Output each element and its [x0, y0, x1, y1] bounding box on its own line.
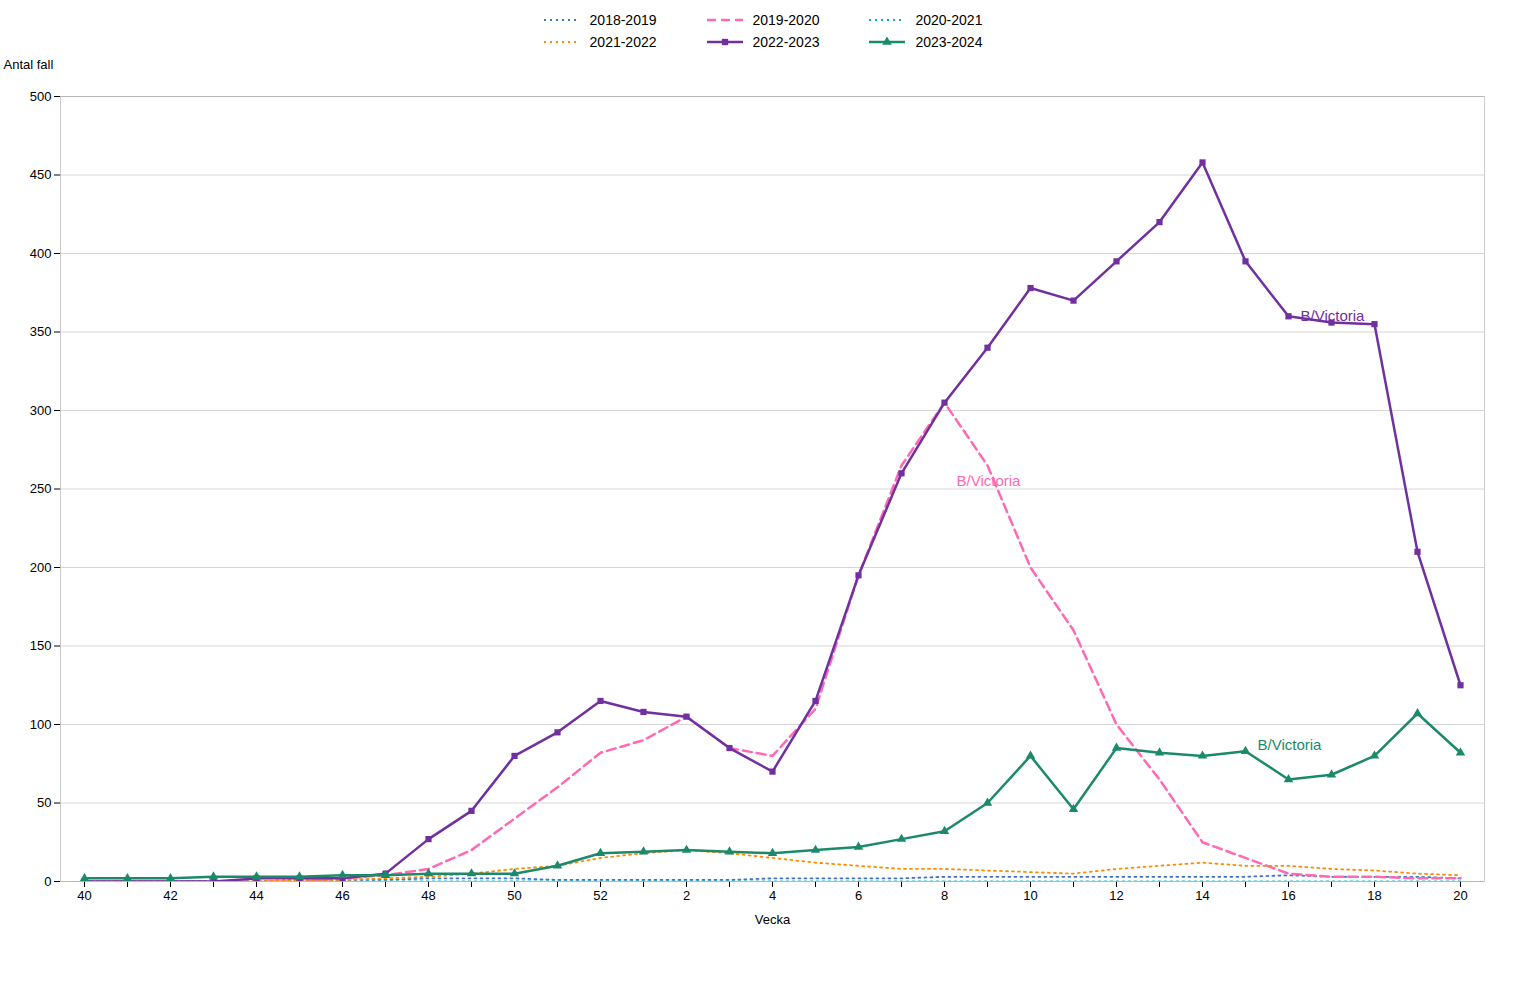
svg-text:14: 14	[1195, 888, 1209, 903]
svg-text:50: 50	[507, 888, 521, 903]
svg-text:Antal fall: Antal fall	[4, 57, 54, 72]
svg-text:0: 0	[44, 874, 51, 889]
html-text:2023-2024: 2023-2024	[915, 34, 983, 50]
svg-text:8: 8	[941, 888, 948, 903]
svg-text:200: 200	[30, 560, 52, 575]
svg-text:6: 6	[855, 888, 862, 903]
svg-text:50: 50	[37, 795, 51, 810]
html-text:2020-2021: 2020-2021	[915, 12, 983, 28]
svg-text:450: 450	[30, 167, 52, 182]
svg-text:B/Victoria: B/Victoria	[1258, 736, 1323, 753]
svg-text:42: 42	[163, 888, 177, 903]
svg-text:400: 400	[30, 246, 52, 261]
svg-text:150: 150	[30, 638, 52, 653]
svg-text:18: 18	[1367, 888, 1381, 903]
svg-text:16: 16	[1281, 888, 1295, 903]
svg-text:10: 10	[1023, 888, 1037, 903]
svg-text:B/Victoria: B/Victoria	[1301, 307, 1366, 324]
svg-text:250: 250	[30, 481, 52, 496]
html-text:2018-2019: 2018-2019	[589, 12, 657, 28]
svg-text:350: 350	[30, 324, 52, 339]
svg-text:12: 12	[1109, 888, 1123, 903]
svg-text:46: 46	[335, 888, 349, 903]
svg-text:500: 500	[30, 89, 52, 104]
svg-text:B/Victoria: B/Victoria	[957, 472, 1022, 489]
svg-text:52: 52	[593, 888, 607, 903]
svg-text:Vecka: Vecka	[755, 912, 791, 927]
svg-text:48: 48	[421, 888, 435, 903]
html-text:2021-2022: 2021-2022	[589, 34, 657, 50]
html-text:2022-2023: 2022-2023	[752, 34, 820, 50]
svg-text:44: 44	[249, 888, 263, 903]
svg-text:2: 2	[683, 888, 690, 903]
svg-text:40: 40	[77, 888, 91, 903]
svg-text:300: 300	[30, 403, 52, 418]
svg-text:20: 20	[1453, 888, 1467, 903]
svg-text:100: 100	[30, 717, 52, 732]
svg-text:4: 4	[769, 888, 776, 903]
html-text:2019-2020: 2019-2020	[752, 12, 820, 28]
